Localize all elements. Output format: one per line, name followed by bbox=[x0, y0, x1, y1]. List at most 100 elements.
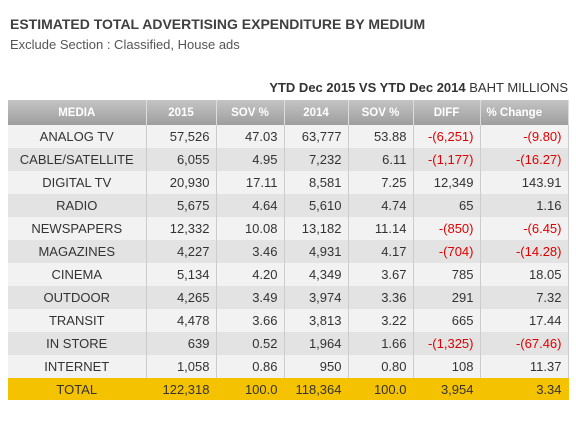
value-cell: 3.49 bbox=[216, 286, 285, 309]
value-cell: 0.80 bbox=[348, 355, 414, 378]
subtitle: Exclude Section : Classified, House ads bbox=[10, 37, 240, 52]
value-cell: 5,610 bbox=[284, 194, 349, 217]
data-row: MAGAZINES 4,227 3.46 4,931 4.17 -(704) -(14.28… bbox=[8, 240, 569, 263]
data-row: OUTDOOR 4,265 3.49 3,974 3.36 291 7.32 bbox=[8, 286, 569, 309]
value-cell: 63,777 bbox=[284, 125, 349, 148]
data-row: NEWSPAPERS 12,332 10.08 13,182 11.14 -(850) -(… bbox=[8, 217, 569, 240]
media-cell: NEWSPAPERS bbox=[8, 217, 147, 240]
value-cell: 3,813 bbox=[284, 309, 349, 332]
media-cell: ANALOG TV bbox=[8, 125, 147, 148]
total-row: TOTAL 122,318 100.0 118,364 100.0 3,954 3.34 bbox=[8, 378, 569, 400]
column-header: SOV % bbox=[348, 100, 414, 125]
media-cell: CABLE/SATELLITE bbox=[8, 148, 147, 171]
value-cell: 3.46 bbox=[216, 240, 285, 263]
value-cell: 57,526 bbox=[146, 125, 217, 148]
header-row: MEDIA 2015 SOV % 2014 SOV % DIFF% Change bbox=[8, 100, 569, 125]
media-cell: TRANSIT bbox=[8, 309, 147, 332]
value-cell: 17.11 bbox=[216, 171, 285, 194]
value-cell: 4,931 bbox=[284, 240, 349, 263]
value-cell: 11.37 bbox=[480, 355, 569, 378]
value-cell: 100.0 bbox=[216, 378, 285, 400]
column-header: MEDIA bbox=[8, 100, 147, 125]
value-cell: 12,349 bbox=[413, 171, 481, 194]
data-row: TRANSIT 4,478 3.66 3,813 3.22 665 17.44 bbox=[8, 309, 569, 332]
data-row: IN STORE 639 0.52 1,964 1.66 -(1,325) -(67.46) bbox=[8, 332, 569, 355]
value-cell: 3,954 bbox=[413, 378, 481, 400]
value-cell: 3.34 bbox=[480, 378, 569, 400]
value-cell: 4.95 bbox=[216, 148, 285, 171]
value-cell: -(850) bbox=[413, 217, 481, 240]
value-cell: 8,581 bbox=[284, 171, 349, 194]
value-cell: 6.11 bbox=[348, 148, 414, 171]
value-cell: 639 bbox=[146, 332, 217, 355]
value-cell: 0.52 bbox=[216, 332, 285, 355]
data-row: CABLE/SATELLITE 6,055 4.95 7,232 6.11 -(1,177… bbox=[8, 148, 569, 171]
unit: BAHT MILLIONS bbox=[469, 80, 568, 95]
value-cell: 53.88 bbox=[348, 125, 414, 148]
column-header: 2015 bbox=[146, 100, 217, 125]
media-cell: DIGITAL TV bbox=[8, 171, 147, 194]
media-cell: TOTAL bbox=[8, 378, 147, 400]
media-cell: OUTDOOR bbox=[8, 286, 147, 309]
expenditure-table: MEDIA 2015 SOV % 2014 SOV % DIFF% Change ANAL… bbox=[8, 100, 569, 400]
value-cell: 3,974 bbox=[284, 286, 349, 309]
value-cell: 12,332 bbox=[146, 217, 217, 240]
value-cell: 1,058 bbox=[146, 355, 217, 378]
media-cell: IN STORE bbox=[8, 332, 147, 355]
value-cell: 1.16 bbox=[480, 194, 569, 217]
value-cell: 108 bbox=[413, 355, 481, 378]
value-cell: 0.86 bbox=[216, 355, 285, 378]
value-cell: 65 bbox=[413, 194, 481, 217]
value-cell: 5,134 bbox=[146, 263, 217, 286]
value-cell: 4.74 bbox=[348, 194, 414, 217]
value-cell: 118,364 bbox=[284, 378, 349, 400]
value-cell: -(9.80) bbox=[480, 125, 569, 148]
column-header: DIFF bbox=[413, 100, 481, 125]
column-header: % Change bbox=[480, 100, 569, 125]
value-cell: 7,232 bbox=[284, 148, 349, 171]
value-cell: -(704) bbox=[413, 240, 481, 263]
value-cell: 6,055 bbox=[146, 148, 217, 171]
value-cell: -(6.45) bbox=[480, 217, 569, 240]
value-cell: 665 bbox=[413, 309, 481, 332]
data-row: ANALOG TV 57,526 47.03 63,777 53.88 -(6,251) -… bbox=[8, 125, 569, 148]
value-cell: 785 bbox=[413, 263, 481, 286]
period: YTD Dec 2015 VS YTD Dec 2014 bbox=[269, 80, 466, 95]
value-cell: 18.05 bbox=[480, 263, 569, 286]
media-cell: RADIO bbox=[8, 194, 147, 217]
value-cell: 3.36 bbox=[348, 286, 414, 309]
value-cell: -(67.46) bbox=[480, 332, 569, 355]
value-cell: 3.67 bbox=[348, 263, 414, 286]
value-cell: 3.22 bbox=[348, 309, 414, 332]
value-cell: -(6,251) bbox=[413, 125, 481, 148]
value-cell: 4,265 bbox=[146, 286, 217, 309]
value-cell: 143.91 bbox=[480, 171, 569, 194]
value-cell: 4.17 bbox=[348, 240, 414, 263]
value-cell: 4.64 bbox=[216, 194, 285, 217]
value-cell: 291 bbox=[413, 286, 481, 309]
value-cell: -(1,325) bbox=[413, 332, 481, 355]
value-cell: -(1,177) bbox=[413, 148, 481, 171]
value-cell: 47.03 bbox=[216, 125, 285, 148]
data-row: CINEMA 5,134 4.20 4,349 3.67 785 18.05 bbox=[8, 263, 569, 286]
value-cell: -(14.28) bbox=[480, 240, 569, 263]
media-cell: MAGAZINES bbox=[8, 240, 147, 263]
value-cell: 7.32 bbox=[480, 286, 569, 309]
column-header: SOV % bbox=[216, 100, 285, 125]
value-cell: 4,227 bbox=[146, 240, 217, 263]
value-cell: 5,675 bbox=[146, 194, 217, 217]
data-row: DIGITAL TV 20,930 17.11 8,581 7.25 12,349 143.… bbox=[8, 171, 569, 194]
value-cell: 1.66 bbox=[348, 332, 414, 355]
value-cell: 11.14 bbox=[348, 217, 414, 240]
value-cell: 20,930 bbox=[146, 171, 217, 194]
value-cell: 4,349 bbox=[284, 263, 349, 286]
value-cell: 13,182 bbox=[284, 217, 349, 240]
column-header: 2014 bbox=[284, 100, 349, 125]
value-cell: 4.20 bbox=[216, 263, 285, 286]
data-row: INTERNET 1,058 0.86 950 0.80 108 11.37 bbox=[8, 355, 569, 378]
value-cell: 122,318 bbox=[146, 378, 217, 400]
data-row: RADIO 5,675 4.64 5,610 4.74 65 1.16 bbox=[8, 194, 569, 217]
value-cell: -(16.27) bbox=[480, 148, 569, 171]
value-cell: 4,478 bbox=[146, 309, 217, 332]
